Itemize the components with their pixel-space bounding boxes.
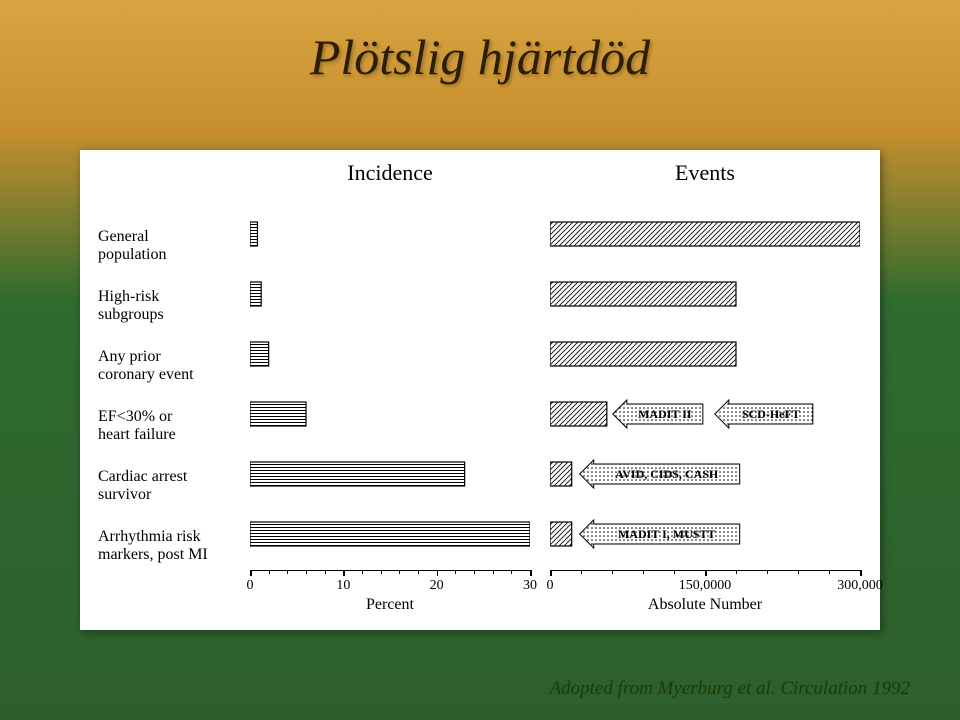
incidence-axis-label: Percent xyxy=(250,596,530,614)
category-label: Arrhythmia riskmarkers, post MI xyxy=(98,528,208,565)
citation: Adopted from Myerburg et al. Circulation… xyxy=(550,678,910,700)
svg-text:AVID, CIDS, CASH: AVID, CIDS, CASH xyxy=(615,467,719,481)
events-axis-label: Absolute Number xyxy=(550,596,860,614)
slide-title: Plötslig hjärtdöd xyxy=(0,28,960,86)
incidence-bars xyxy=(250,190,530,570)
svg-text:MADIT I, MUSTT: MADIT I, MUSTT xyxy=(618,527,715,541)
chart-container: Generalpopulation High-risksubgroups Any p… xyxy=(80,150,880,630)
category-label: EF<30% orheart failure xyxy=(98,408,176,445)
category-label: High-risksubgroups xyxy=(98,288,164,325)
slide: Plötslig hjärtdöd Generalpopulation High-… xyxy=(0,0,960,720)
category-label: Any priorcoronary event xyxy=(98,348,194,385)
category-label: Generalpopulation xyxy=(98,228,166,265)
events-title: Events xyxy=(550,160,860,186)
svg-text:SCD-HeFT: SCD-HeFT xyxy=(742,407,800,421)
events-bars: MADIT II SCD-HeFT AVID, CIDS, CASH MADIT I,… xyxy=(550,190,860,570)
category-label: Cardiac arrestsurvivor xyxy=(98,468,187,505)
events-column: Events MADIT IISCD-HeFTAVID, CIDS, CASHM… xyxy=(550,160,860,186)
incidence-column: Incidence 0102030 Percent xyxy=(250,160,530,186)
svg-text:MADIT II: MADIT II xyxy=(638,407,692,421)
incidence-title: Incidence xyxy=(250,160,530,186)
